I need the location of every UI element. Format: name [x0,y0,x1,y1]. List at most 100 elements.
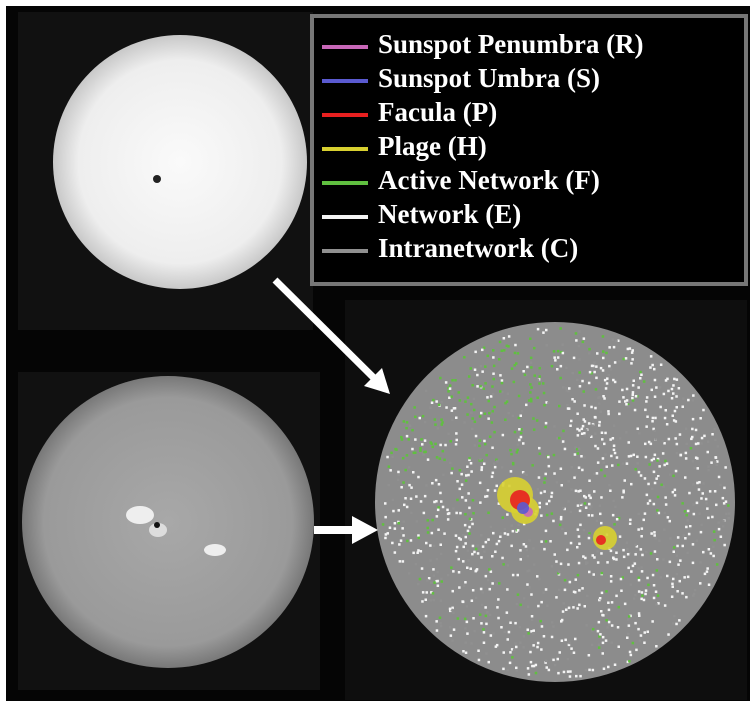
speckle [676,443,679,446]
speckle [588,382,591,385]
speckle [431,532,434,535]
speckle [575,578,578,581]
speckle [417,534,420,537]
speckle [639,371,642,374]
speckle [553,356,556,359]
speckle [588,669,591,672]
speckle [565,387,568,390]
speckle [507,564,510,567]
speckle [530,593,533,596]
speckle [656,459,659,462]
speckle [559,524,562,527]
speckle [693,513,696,516]
speckle [425,390,428,393]
speckle [608,346,611,349]
speckle [619,437,622,440]
speckle [623,358,626,361]
speckle [583,390,586,393]
speckle [388,465,391,468]
speckle [722,520,725,523]
speckle [582,341,585,344]
speckle [663,528,666,531]
speckle [634,594,637,597]
speckle [553,350,556,353]
speckle [576,546,579,549]
speckle [565,609,568,612]
speckle [707,469,710,472]
speckle [604,475,607,478]
speckle [512,574,515,577]
speckle [420,438,423,441]
speckle [538,578,541,581]
speckle [672,578,675,581]
speckle [629,519,632,522]
speckle [480,534,483,537]
speckle [423,512,426,515]
speckle [644,512,647,515]
speckle [540,514,543,517]
speckle [460,473,463,476]
speckle [471,384,474,387]
speckle [570,511,573,514]
speckle [458,537,461,540]
speckle [596,472,599,475]
speckle [515,646,518,649]
speckle [386,456,389,459]
speckle [399,560,402,563]
speckle [656,569,659,572]
speckle [493,365,496,368]
speckle [437,506,440,509]
speckle [578,535,581,538]
speckle [491,385,494,388]
speckle [722,497,725,500]
speckle [408,466,411,469]
speckle [437,529,440,532]
speckle [510,545,513,548]
speckle [536,419,539,422]
speckle [456,439,459,442]
speckle [578,447,581,450]
speckle [532,417,535,420]
speckle [711,516,714,519]
speckle [676,452,679,455]
speckle [557,356,560,359]
speckle [467,530,470,533]
speckle [466,621,469,624]
speckle [613,523,616,526]
speckle [466,466,469,469]
speckle [417,476,420,479]
speckle [433,574,436,577]
speckle [546,503,549,506]
speckle [436,571,439,574]
speckle [567,670,570,673]
speckle [500,626,503,629]
speckle [497,617,500,620]
speckle [673,615,676,618]
speckle [656,509,659,512]
legend-label: Facula (P) [378,97,497,127]
speckle [479,415,482,418]
speckle [484,443,487,446]
speckle [462,534,465,537]
speckle [606,466,609,469]
speckle [599,505,602,508]
speckle [702,482,705,485]
speckle [654,396,657,399]
speckle [625,460,628,463]
speckle [530,386,533,389]
speckle [637,462,640,465]
speckle [518,417,521,420]
speckle [408,572,411,575]
speckle [569,675,572,678]
speckle [713,530,716,533]
speckle [519,549,522,552]
speckle [696,502,699,505]
speckle [490,570,493,573]
speckle [566,404,569,407]
speckle [469,518,472,521]
speckle [606,626,609,629]
speckle [605,619,608,622]
speckle [455,443,458,446]
speckle [614,506,617,509]
speckle [644,631,647,634]
